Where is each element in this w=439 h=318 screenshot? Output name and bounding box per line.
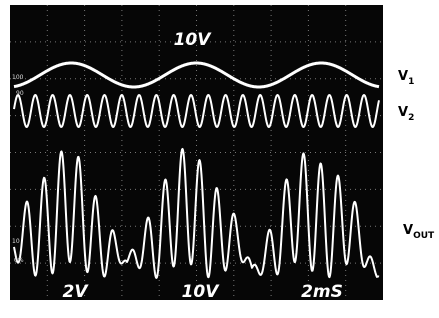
signal-subscript: 1 xyxy=(408,77,414,87)
signal-subscript: OUT xyxy=(413,231,435,241)
top-label: 10V xyxy=(174,30,213,50)
signal-label: VOUT xyxy=(403,223,435,241)
marker-label: 100 xyxy=(12,74,24,81)
signal-name: V xyxy=(398,105,408,120)
bottom-label: 2V xyxy=(63,282,90,302)
marker-label: 90 xyxy=(16,90,24,97)
signal-name: V xyxy=(403,223,413,238)
signal-label: V2 xyxy=(398,105,414,123)
signal-subscript: 2 xyxy=(408,113,414,123)
signal-label: V1 xyxy=(398,69,414,87)
oscilloscope-screenshot: 10V 100 90 10 0% 2V 10V 2mS V1 V2 VOUT xyxy=(0,0,439,318)
marker-label: 0% xyxy=(14,257,24,264)
marker-label: 10 xyxy=(12,238,20,245)
bottom-label: 2mS xyxy=(301,282,343,302)
signal-name: V xyxy=(398,69,408,84)
bottom-label: 10V xyxy=(182,282,221,302)
